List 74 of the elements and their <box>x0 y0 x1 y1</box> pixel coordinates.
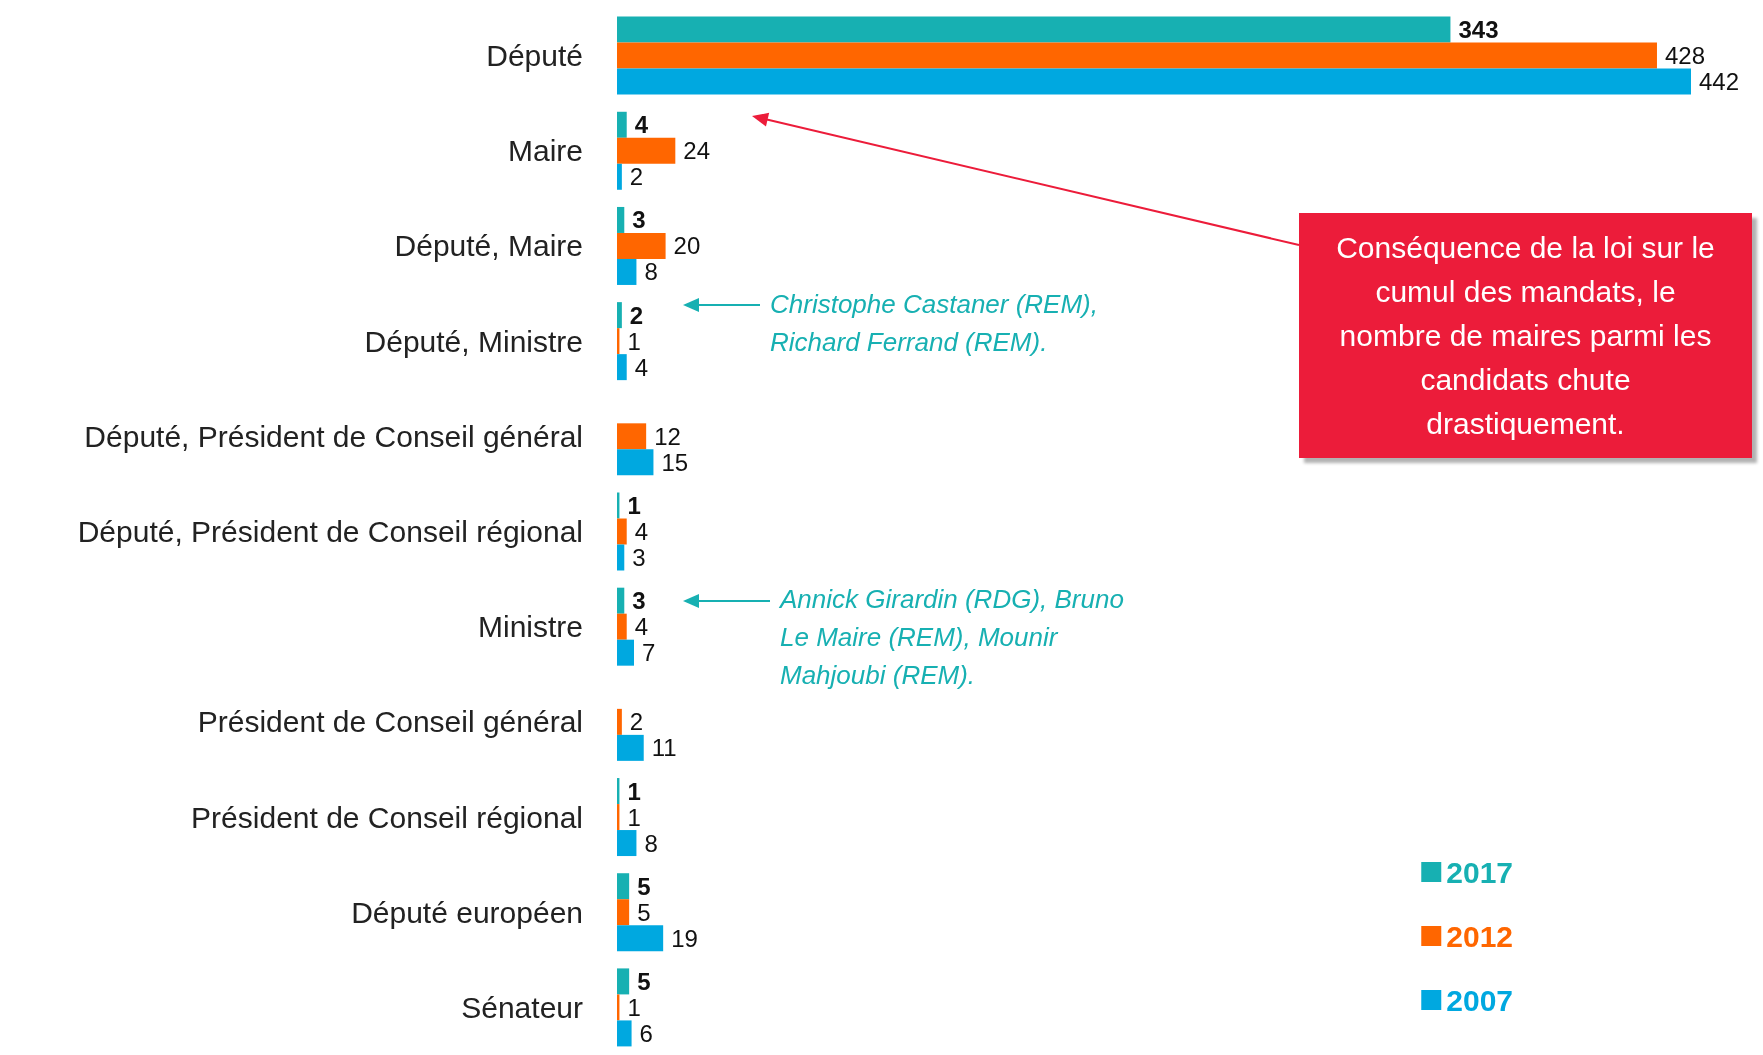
annotation: Annick Girardin (RDG), Bruno Le Maire (REM), Mounir Mahjoubi (REM). <box>780 583 1125 692</box>
bar <box>617 1020 632 1047</box>
y-tick-label: Député, Président de Conseil régional <box>77 515 583 548</box>
bar <box>617 42 1657 69</box>
data-label: 4 <box>634 613 649 641</box>
data-label: 5 <box>637 967 651 995</box>
data-label: 1 <box>627 777 641 805</box>
data-label: 19 <box>671 924 698 952</box>
data-label: 3 <box>632 544 646 571</box>
data-label: 12 <box>654 422 681 450</box>
bar <box>617 258 637 285</box>
bar <box>617 708 622 735</box>
data-label: 3 <box>632 587 646 615</box>
bar <box>617 925 664 952</box>
bar <box>617 968 630 995</box>
data-label: 1 <box>627 492 641 519</box>
data-label: 4 <box>634 111 649 139</box>
y-tick-label: Maire <box>507 134 583 168</box>
data-label: 2 <box>629 301 644 329</box>
y-tick-label: Député, Maire <box>394 229 583 263</box>
bar <box>617 354 627 381</box>
bar <box>617 16 1451 43</box>
data-label: 15 <box>661 448 689 476</box>
bar <box>617 68 1691 95</box>
data-label: 428 <box>1664 42 1706 70</box>
y-tick-label: Député, Ministre <box>364 324 583 358</box>
data-label: 8 <box>644 829 658 857</box>
data-label: 343 <box>1458 16 1499 44</box>
y-tick-label: Président de Conseil régional <box>191 800 583 834</box>
data-label: 1 <box>627 327 641 355</box>
legend-label: 2017 <box>1446 855 1514 889</box>
data-label: 7 <box>642 639 656 667</box>
bar <box>617 423 647 450</box>
bar <box>617 206 625 233</box>
bar <box>617 899 630 926</box>
data-label: 1 <box>627 803 641 831</box>
bar <box>617 734 644 761</box>
bar <box>617 518 627 545</box>
data-label: 4 <box>634 518 649 545</box>
bar <box>617 163 622 190</box>
y-tick-label: Député <box>486 39 583 73</box>
data-label: 2 <box>629 708 644 736</box>
bar <box>617 613 627 640</box>
legend-label: 2007 <box>1446 983 1514 1017</box>
data-label: 20 <box>673 232 701 260</box>
data-label: 442 <box>1699 68 1740 96</box>
bar <box>617 873 630 900</box>
data-label: 6 <box>639 1019 653 1047</box>
bar <box>617 302 622 329</box>
callout-box: Conséquence de la loi sur le cumul des mandats, le nombre de maires parmi les candidats chute drastiquement. <box>1299 213 1752 458</box>
data-label: 11 <box>651 734 677 762</box>
bar <box>617 449 654 476</box>
annotation: Christophe Castaner (REM), Richard Ferrand (REM). <box>770 288 1099 359</box>
data-label: 1 <box>627 993 641 1021</box>
data-label: 24 <box>683 137 711 165</box>
data-label: 5 <box>637 872 651 900</box>
bar <box>617 639 635 666</box>
y-tick-label: Président de Conseil général <box>197 705 583 739</box>
y-tick-label: Député, Président de Conseil général <box>84 419 583 453</box>
bar <box>617 830 637 857</box>
y-tick-label: Député européen <box>351 895 583 929</box>
data-label: 3 <box>632 206 646 234</box>
data-label: 2 <box>629 163 644 191</box>
y-tick-label: Sénateur <box>461 990 583 1024</box>
data-label: 5 <box>637 898 651 926</box>
bar <box>617 544 625 571</box>
bar <box>617 137 676 164</box>
data-label: 8 <box>644 258 658 286</box>
data-label: 4 <box>634 353 649 381</box>
bar <box>617 111 627 138</box>
bar <box>617 587 625 614</box>
y-tick-label: Ministre <box>477 610 583 644</box>
bar <box>617 232 666 259</box>
legend-label: 2012 <box>1446 919 1514 953</box>
